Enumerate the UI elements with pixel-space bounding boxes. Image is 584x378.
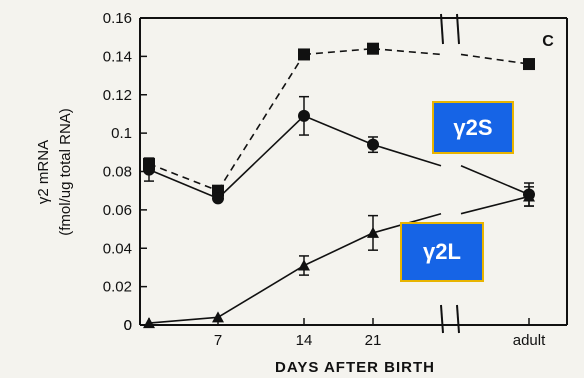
data-point-circle: [298, 109, 310, 122]
series-line-segment: [460, 165, 530, 196]
y-tick-label: 0: [124, 317, 132, 334]
data-point-triangle: [523, 190, 535, 202]
series-line-segment: [148, 163, 219, 192]
data-point-square: [298, 48, 310, 61]
data-point-triangle: [212, 311, 224, 323]
y-tick-label: 0.1: [111, 125, 132, 142]
data-point-square: [523, 58, 535, 71]
axis-break-top-1: [456, 13, 460, 45]
y-tick-label: 0.12: [103, 87, 132, 104]
y-axis-title-line1: γ2 mRNA: [35, 140, 52, 204]
data-point-triangle: [367, 226, 379, 238]
annotation-g2l-badge: γ2L: [400, 222, 484, 282]
series-line-segment: [148, 168, 219, 200]
y-tick-label: 0.02: [103, 279, 132, 296]
x-tick-label: 21: [365, 332, 382, 349]
annotation-g2s-label: γ2S: [453, 114, 493, 140]
series-line-segment: [460, 53, 530, 65]
x-tick-label: adult: [513, 332, 546, 349]
x-tick-label: 7: [214, 332, 222, 349]
data-point-circle: [367, 138, 379, 151]
annotation-g2l-label: γ2L: [423, 239, 461, 264]
series-line-segment: [303, 232, 374, 267]
series-line-segment: [217, 264, 305, 319]
y-axis-title-line2: (fmol/ug total RNA): [57, 108, 74, 236]
series-line-segment: [303, 47, 374, 56]
series-line-segment: [372, 143, 442, 167]
x-origin-label: 0: [124, 317, 132, 334]
y-tick-label: 0.04: [103, 240, 132, 257]
series-line-segment: [303, 115, 374, 146]
x-axis-title: DAYS AFTER BIRTH: [275, 359, 435, 376]
series-line-segment: [217, 54, 305, 192]
panel-label: C: [542, 33, 554, 50]
series-line-segment: [148, 316, 219, 324]
annotation-g2s-badge: γ2S: [432, 101, 514, 154]
data-point-triangle: [298, 259, 310, 271]
axis-break-bottom-1: [456, 304, 460, 334]
data-point-circle: [212, 192, 224, 205]
series-line-segment: [460, 195, 530, 215]
data-point-circle: [143, 163, 155, 176]
y-tick-label: 0.06: [103, 202, 132, 219]
y-tick-label: 0.14: [103, 48, 132, 65]
y-tick-label: 0.16: [103, 10, 132, 27]
data-point-square: [367, 42, 379, 55]
axis-break-bottom-0: [440, 304, 444, 334]
series-line-segment: [217, 115, 305, 199]
axis-break-top-0: [440, 13, 444, 45]
data-point-triangle: [143, 317, 155, 329]
x-tick-label: 14: [296, 332, 313, 349]
y-tick-label: 0.08: [103, 164, 132, 181]
series-line-segment: [372, 47, 442, 56]
